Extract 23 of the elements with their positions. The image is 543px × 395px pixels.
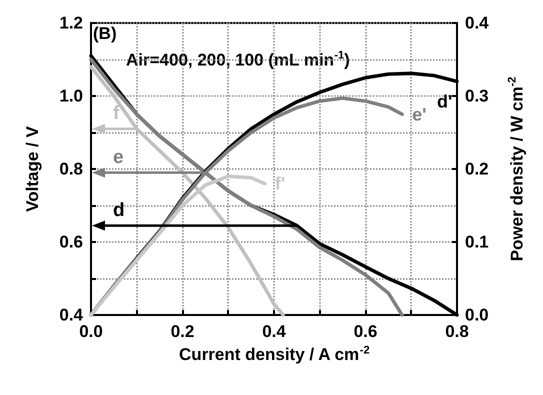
x-tick-label: 0.8 (445, 322, 469, 341)
series-label: d' (437, 91, 452, 112)
y2-tick-label: 0.3 (465, 86, 489, 106)
y2-axis-title: Power density / W cm-2 (506, 76, 526, 262)
annotation: f (113, 102, 120, 125)
annotation: e (113, 146, 124, 169)
y-tick-label: 0.6 (59, 232, 83, 252)
y-tick-label: 0.8 (59, 160, 83, 178)
y-tick-label: 1.2 (59, 14, 83, 32)
x-tick-label: 0.4 (262, 322, 286, 341)
y-tick-label: 0.4 (59, 306, 84, 324)
x-tick-label: 0.0 (79, 322, 103, 341)
y-tick-label: 1.0 (59, 86, 83, 106)
annotation: d (113, 200, 125, 222)
y2-tick-label: 0.0 (465, 306, 489, 324)
y2-tick-label: 0.2 (465, 160, 489, 178)
x-tick-label: 0.6 (354, 322, 378, 341)
annotation: (B) (93, 24, 117, 43)
y-axis-title: Voltage / V (23, 126, 42, 212)
y2-tick-label: 0.1 (465, 232, 489, 252)
series-label: e' (412, 104, 426, 124)
y2-tick-label: 0.4 (465, 14, 490, 32)
x-tick-label: 0.2 (170, 322, 194, 341)
